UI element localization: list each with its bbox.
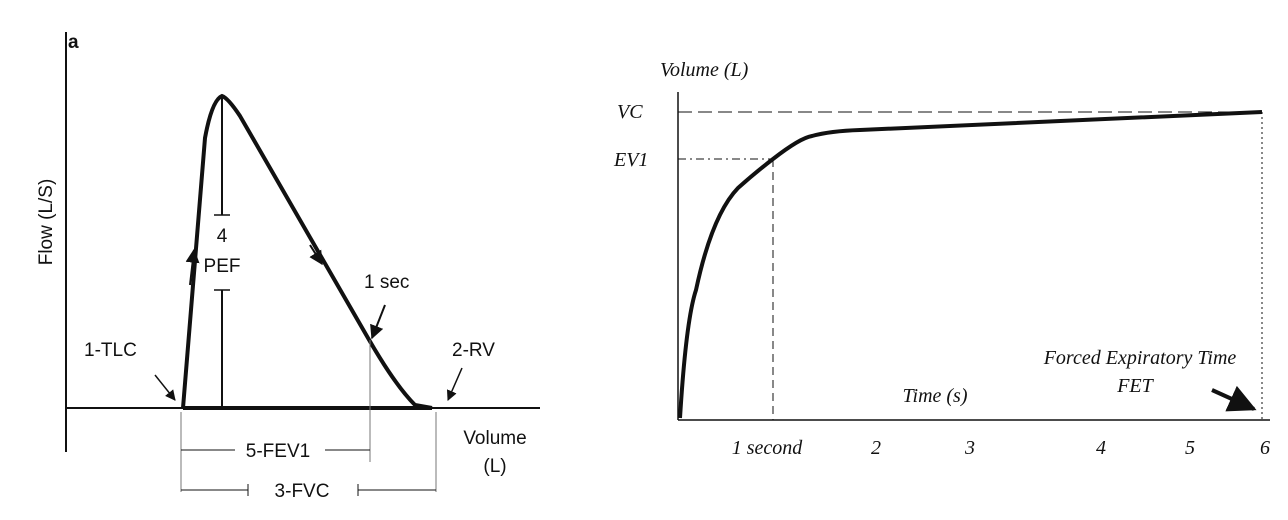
y-label: VC (617, 101, 643, 123)
y-axis-label: Flow (L/S) (36, 179, 57, 266)
arrow (370, 304, 386, 340)
volume-time-curve (678, 110, 1263, 419)
panel-b: Volume (L) VC EV1 Time (s) Forced Expira… (613, 59, 1270, 459)
x-tick-label: 3 (964, 437, 975, 459)
fet-label: FET (1116, 375, 1154, 397)
fvc-label: 3-FVC (275, 481, 330, 502)
rv-label: 2-RV (452, 340, 495, 361)
x-tick-label: 5 (1185, 437, 1195, 459)
arrow (446, 367, 463, 401)
x-tick-label: 2 (871, 437, 881, 459)
panel-label: a (68, 32, 79, 53)
tlc-label: 1-TLC (84, 340, 137, 361)
flow-volume-curve (181, 93, 433, 410)
arrow (1211, 385, 1257, 412)
panel-a: a Flow (L/S) 4 PEF 1-TLC 1 sec 2-RV Volu… (36, 32, 540, 502)
x-tick-label: 6 (1260, 437, 1270, 459)
pef-label: PEF (204, 256, 241, 277)
y-label: EV1 (613, 149, 648, 171)
arrow (154, 374, 176, 401)
pef-label: 4 (217, 226, 228, 247)
y-axis-label: Volume (L) (660, 59, 749, 81)
fet-label: Forced Expiratory Time (1043, 347, 1237, 369)
x-axis-label: Volume (463, 428, 526, 449)
x-tick-label: 1 second (732, 437, 804, 459)
arrow (185, 248, 200, 286)
fev1-label: 5-FEV1 (246, 441, 310, 462)
x-tick-label: 4 (1096, 437, 1106, 459)
arrow (309, 244, 323, 266)
x-axis-label: (L) (483, 456, 506, 477)
one-sec-label: 1 sec (364, 272, 409, 293)
x-axis-label: Time (s) (903, 385, 968, 407)
